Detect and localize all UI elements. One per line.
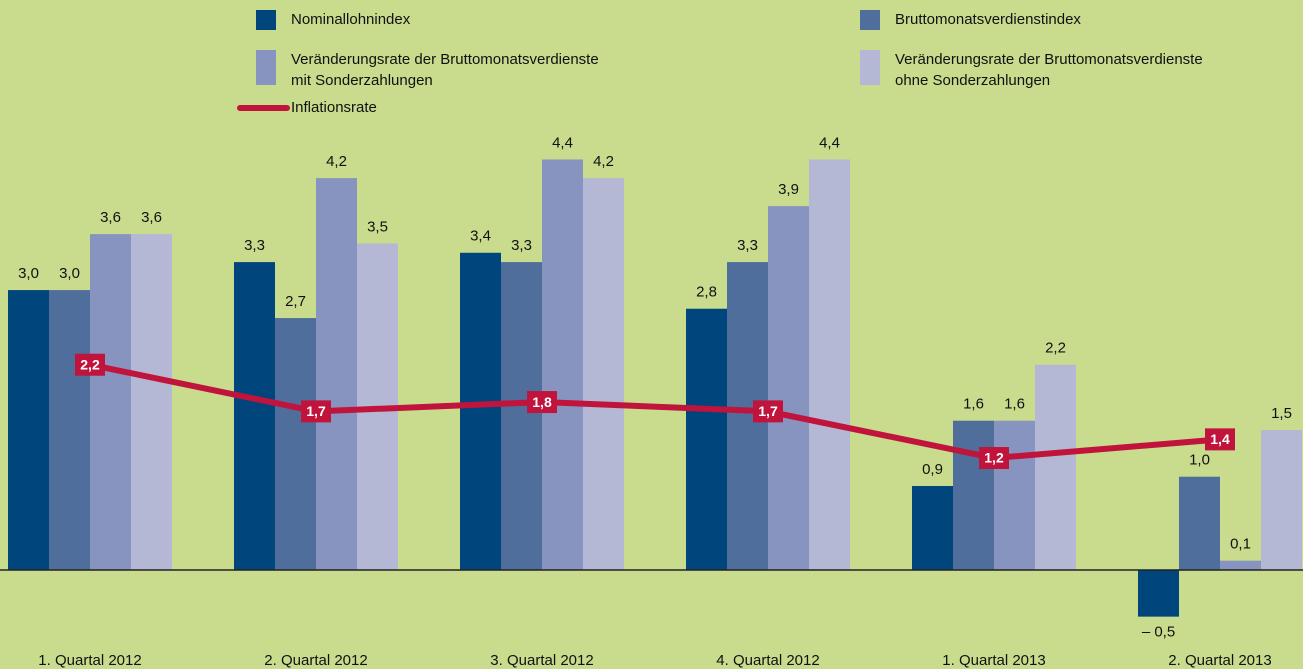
data-label: 2,2 [1045, 340, 1066, 357]
bar [234, 262, 275, 570]
data-label: 2,7 [285, 293, 306, 310]
line-marker [1205, 428, 1235, 451]
data-label: 0,9 [922, 461, 943, 478]
bar [542, 159, 583, 570]
data-label: 1,6 [1004, 396, 1025, 413]
data-label: 4,2 [326, 153, 347, 170]
data-label: 3,9 [778, 181, 799, 198]
bar [994, 420, 1035, 570]
bar [953, 420, 994, 570]
bar [131, 234, 172, 570]
data-label: 3,3 [511, 237, 532, 254]
data-label: 4,4 [552, 134, 573, 151]
line-marker [979, 447, 1009, 470]
x-tick-label: 2. Quartal 2012 [264, 652, 367, 669]
bar [501, 262, 542, 570]
line [89, 361, 1221, 462]
bar [275, 318, 316, 570]
bar [90, 234, 131, 570]
bar [8, 290, 49, 570]
data-label: 3,3 [244, 237, 265, 254]
legend-label: Veränderungsrate der Bruttomonatsverdien… [291, 51, 599, 68]
x-tick-label: 1. Quartal 2012 [38, 652, 141, 669]
line-label: 1,7 [758, 403, 778, 419]
data-label: 0,1 [1230, 536, 1251, 553]
x-tick-label: 1. Quartal 2013 [942, 652, 1045, 669]
bar [1220, 560, 1261, 570]
data-label: – 0,5 [1142, 624, 1175, 641]
line-marker [527, 391, 557, 414]
x-tick-label: 2. Quartal 2013 [1168, 652, 1271, 669]
x-tick-label: 3. Quartal 2012 [490, 652, 593, 669]
bar [912, 486, 953, 570]
bar [460, 252, 501, 570]
bar [316, 178, 357, 570]
bar [1261, 430, 1302, 570]
data-label: 3,3 [737, 237, 758, 254]
data-label: 3,0 [18, 265, 39, 282]
legend-swatch [860, 10, 880, 30]
legend-label: Bruttomonatsverdienstindex [895, 11, 1081, 28]
legend-swatch [256, 50, 276, 85]
bar [49, 290, 90, 570]
data-label: 1,6 [963, 396, 984, 413]
line-label: 2,2 [80, 356, 100, 372]
legend-label: Inflationsrate [291, 99, 377, 116]
line-label: 1,8 [532, 394, 552, 410]
bar [686, 308, 727, 570]
bar [768, 206, 809, 570]
data-label: 1,0 [1189, 452, 1210, 469]
bar [583, 178, 624, 570]
legend-label: Veränderungsrate der Bruttomonatsverdien… [895, 51, 1203, 68]
line-label: 1,2 [984, 450, 1004, 466]
line-marker [753, 400, 783, 423]
data-label: 3,4 [470, 228, 491, 245]
data-label: 4,2 [593, 153, 614, 170]
line-marker [301, 400, 331, 423]
legend-label: ohne Sonderzahlungen [895, 72, 1050, 89]
bar [1035, 364, 1076, 570]
data-label: 3,6 [100, 209, 121, 226]
data-label: 2,8 [696, 284, 717, 301]
data-label: 3,6 [141, 209, 162, 226]
legend-label: mit Sonderzahlungen [291, 72, 433, 89]
data-label: 1,5 [1271, 405, 1292, 422]
bar [1138, 569, 1179, 617]
bar [809, 159, 850, 570]
legend-swatch [860, 50, 880, 85]
data-label: 3,5 [367, 218, 388, 235]
legend-swatch [256, 10, 276, 30]
line-label: 1,4 [1210, 431, 1230, 447]
x-tick-label: 4. Quartal 2012 [716, 652, 819, 669]
line-marker [75, 353, 105, 376]
legend-label: Nominallohnindex [291, 11, 411, 28]
data-label: 3,0 [59, 265, 80, 282]
bar [1179, 476, 1220, 570]
line-label: 1,7 [306, 403, 326, 419]
data-label: 4,4 [819, 134, 840, 151]
